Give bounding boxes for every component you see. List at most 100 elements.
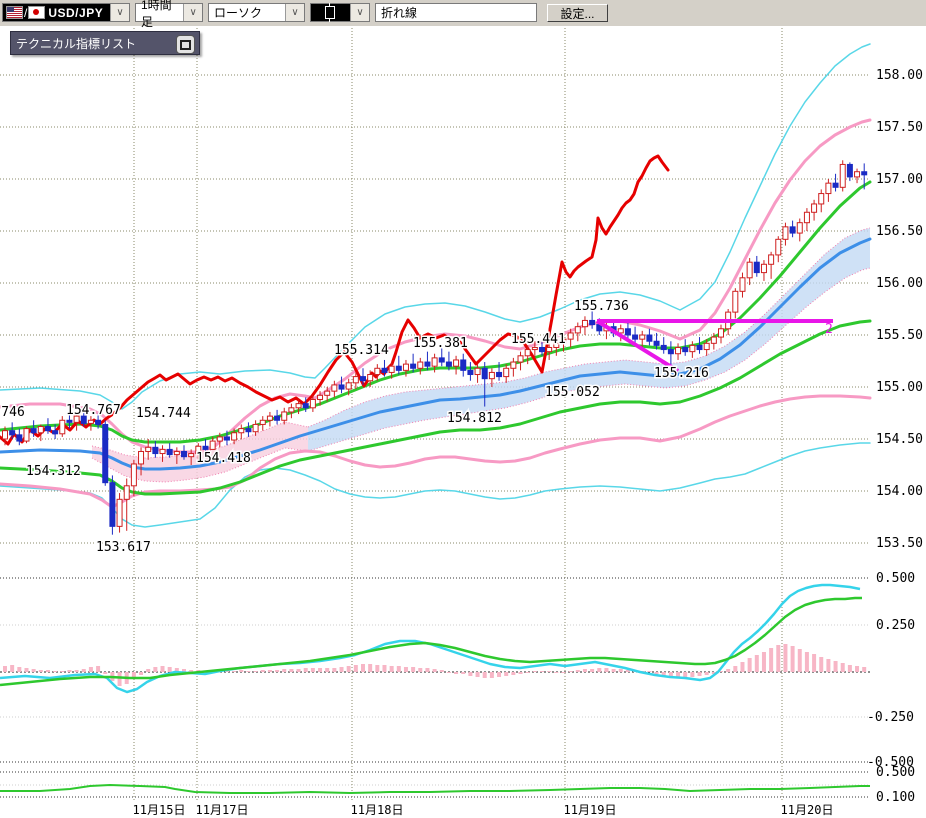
candle-body [517,355,524,363]
timeframe-label: 1時間足 [141,0,172,29]
candle-body [288,407,295,413]
candle-body [188,453,195,458]
hist-bar [260,670,265,672]
hist-bar [668,672,673,677]
hist-bar [547,671,552,672]
timeframe-selector[interactable]: 1時間足 ∨ [135,0,203,29]
overlay-type-label: 折れ線 [381,6,418,20]
candle-body [109,482,116,527]
jp-flag-icon [28,6,46,19]
overlay-type-field[interactable]: 折れ線 [375,3,537,22]
hist-bar [3,666,7,672]
hist-bar [353,665,358,672]
hist-bar [568,671,573,672]
price-annotation: 154.312 [26,464,81,479]
candle-body [417,361,424,369]
hist-bar [103,672,108,674]
candle-body [861,171,868,176]
hist-bar [711,672,716,674]
hist-bar [676,672,681,678]
date-axis-label: 11月20日 [781,803,834,817]
indicator-list-panel[interactable]: テクニカル指標リスト [10,31,200,55]
hist-bar [17,667,22,672]
mini-axis-label: 0.500 [876,765,915,780]
hist-bar [239,670,244,672]
candle-body [839,163,846,188]
hist-bar [88,667,93,672]
chart-type-selector[interactable]: ローソク ∨ [208,3,305,22]
hist-bar [318,668,323,672]
candle-body [152,446,159,455]
settings-button[interactable]: 設定... [547,4,608,22]
pair-separator: / [24,5,28,20]
bollinger-upper-1 [0,180,872,444]
candle-body [510,361,517,369]
hist-bar [561,672,566,673]
hist-bar [683,672,688,678]
candle-body [467,369,474,376]
hist-bar [575,670,580,672]
candle-body [166,448,173,456]
candle-body [80,415,87,424]
hist-bar [647,671,652,672]
bollinger-lower-1 [0,319,872,496]
chevron-down-icon[interactable]: ∨ [110,4,129,21]
candle-body [646,334,653,342]
candle-body [474,367,481,376]
hist-bar [53,671,58,672]
price-annotation: 155.441 [511,332,566,347]
candle-body [195,445,202,455]
candle-body [739,277,746,292]
hist-bar [754,655,759,672]
candle-body [360,376,366,382]
center-ma [0,237,872,471]
hist-bar [783,644,788,672]
hist-bar [267,670,272,672]
price-annotation: 155.736 [574,299,629,314]
chevron-down-icon[interactable]: ∨ [183,4,202,21]
candle-body [617,328,624,334]
candle-body [624,328,631,336]
candle-body [159,448,166,455]
candle-body [52,430,59,435]
date-axis-label: 11月19日 [564,803,617,817]
candle-body [653,340,660,346]
hist-bar [776,645,781,672]
hist-bar [847,665,852,672]
hist-bar [461,672,466,674]
price-annotation: 153.617 [96,540,151,555]
candle-body [703,342,710,351]
hist-bar [232,671,237,672]
price-annotation: 154.744 [136,406,191,421]
candle-style-selector[interactable]: ∨ [310,3,370,22]
hist-bar [425,668,430,672]
candle-body [317,394,324,400]
currency-pair-selector[interactable]: / USD/JPY ∨ [2,3,130,22]
candle-body [274,415,281,421]
candle-body [23,428,30,442]
candle-body [503,367,510,378]
price-axis-label: 155.00 [876,380,923,395]
candle-body [30,428,37,434]
hist-bar [303,668,308,672]
candle-body [395,365,402,371]
hist-bar [339,667,344,672]
hist-bar [611,669,616,672]
hist-bar [532,671,537,672]
candle-body [331,384,338,392]
candle-body [338,384,345,390]
candle-body [589,319,596,326]
candlesticks [2,160,868,535]
candle-body [524,349,531,357]
chevron-down-icon[interactable]: ∨ [285,4,304,21]
hist-bar [625,670,630,672]
minimize-button[interactable] [176,35,195,54]
price-axis-label: 157.50 [876,120,923,135]
candle-body [295,403,302,409]
hist-bar [432,669,437,672]
chevron-down-icon[interactable]: ∨ [350,4,369,21]
hist-bar [862,667,867,672]
price-annotation: 154.812 [447,411,502,426]
drawing-diagonal-line[interactable] [595,319,680,373]
